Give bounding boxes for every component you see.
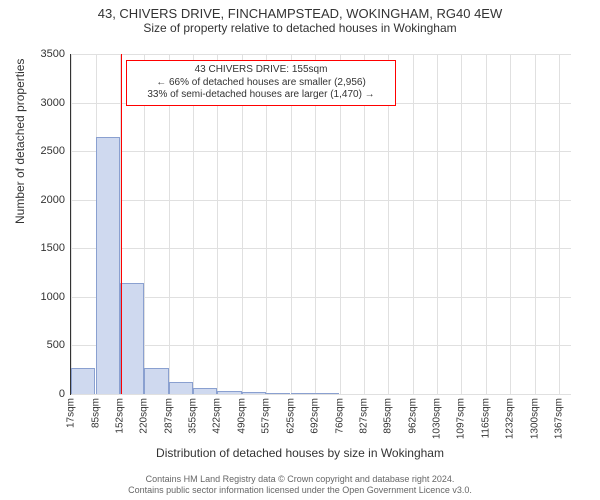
annotation-line: 43 CHIVERS DRIVE: 155sqm <box>133 64 389 77</box>
gridline-vertical <box>559 54 560 394</box>
gridline-horizontal <box>71 200 571 201</box>
gridline-horizontal <box>71 345 571 346</box>
y-tick-label: 2000 <box>41 194 71 206</box>
gridline-horizontal <box>71 151 571 152</box>
gridline-vertical <box>486 54 487 394</box>
gridline-horizontal <box>71 297 571 298</box>
x-tick-label: 557sqm <box>261 394 272 434</box>
y-axis-label: Number of detached properties <box>13 59 27 224</box>
footer-attribution: Contains HM Land Registry data © Crown c… <box>0 474 600 496</box>
x-tick-label: 220sqm <box>139 394 150 434</box>
x-tick-label: 1165sqm <box>481 394 492 438</box>
x-tick-label: 1232sqm <box>505 394 516 439</box>
x-tick-label: 1300sqm <box>529 394 540 439</box>
annotation-line: ← 66% of detached houses are smaller (2,… <box>133 77 389 90</box>
x-tick-label: 287sqm <box>163 394 174 434</box>
x-tick-label: 152sqm <box>114 394 125 434</box>
gridline-vertical <box>71 54 72 394</box>
x-tick-label: 1097sqm <box>456 394 467 439</box>
chart-title: 43, CHIVERS DRIVE, FINCHAMPSTEAD, WOKING… <box>0 0 600 21</box>
x-tick-label: 962sqm <box>407 394 418 434</box>
histogram-bar <box>217 391 241 394</box>
gridline-horizontal <box>71 248 571 249</box>
histogram-bar <box>120 283 144 394</box>
x-tick-label: 17sqm <box>66 394 77 428</box>
x-tick-label: 490sqm <box>237 394 248 434</box>
x-axis-label: Distribution of detached houses by size … <box>0 446 600 460</box>
histogram-bar <box>71 368 95 394</box>
x-tick-label: 355sqm <box>188 394 199 434</box>
histogram-bar <box>291 393 315 394</box>
x-tick-label: 1367sqm <box>554 394 565 439</box>
footer-line-1: Contains HM Land Registry data © Crown c… <box>0 474 600 485</box>
gridline-vertical <box>437 54 438 394</box>
y-tick-label: 1000 <box>41 291 71 303</box>
x-tick-label: 692sqm <box>310 394 321 434</box>
histogram-bar <box>242 392 266 394</box>
y-tick-label: 3500 <box>41 48 71 60</box>
gridline-horizontal <box>71 54 571 55</box>
y-tick-label: 3000 <box>41 97 71 109</box>
x-tick-label: 625sqm <box>285 394 296 434</box>
x-tick-label: 827sqm <box>358 394 369 434</box>
histogram-bar <box>169 382 193 394</box>
property-marker-line <box>121 54 122 394</box>
annotation-line: 33% of semi-detached houses are larger (… <box>133 89 389 102</box>
gridline-vertical <box>461 54 462 394</box>
y-tick-label: 2500 <box>41 145 71 157</box>
gridline-vertical <box>510 54 511 394</box>
y-tick-label: 1500 <box>41 242 71 254</box>
footer-line-2: Contains public sector information licen… <box>0 485 600 496</box>
x-tick-label: 760sqm <box>334 394 345 434</box>
chart-subtitle: Size of property relative to detached ho… <box>0 21 600 35</box>
x-tick-label: 85sqm <box>90 394 101 428</box>
plot-area: 050010001500200025003000350017sqm85sqm15… <box>70 54 571 395</box>
x-tick-label: 895sqm <box>383 394 394 434</box>
histogram-bar <box>96 137 120 394</box>
histogram-bar <box>315 393 339 394</box>
gridline-vertical <box>413 54 414 394</box>
histogram-bar <box>144 368 168 394</box>
gridline-vertical <box>535 54 536 394</box>
x-tick-label: 422sqm <box>212 394 223 434</box>
histogram-bar <box>266 393 290 394</box>
chart-container: { "header": { "title": "43, CHIVERS DRIV… <box>0 0 600 500</box>
histogram-bar <box>193 388 217 394</box>
x-tick-label: 1030sqm <box>432 394 443 439</box>
annotation-box: 43 CHIVERS DRIVE: 155sqm← 66% of detache… <box>126 60 396 106</box>
y-tick-label: 500 <box>47 339 71 351</box>
